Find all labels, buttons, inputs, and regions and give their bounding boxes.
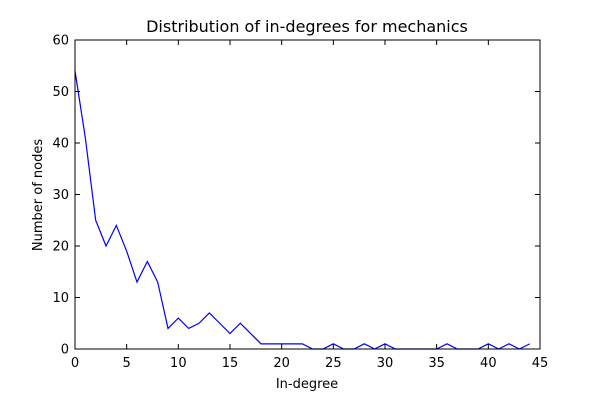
x-tick-label: 30 [377,356,394,371]
y-tick-label: 10 [52,291,69,306]
chart-title: Distribution of in-degrees for mechanics [146,17,468,36]
y-tick-label: 0 [61,343,69,358]
x-tick-label: 10 [170,356,187,371]
x-tick-label: 40 [480,356,497,371]
y-tick-label: 50 [52,85,69,100]
y-tick-label: 40 [52,137,69,152]
x-tick-label: 35 [428,356,445,371]
plot-frame [74,39,541,350]
y-axis-label: Number of nodes [31,139,46,251]
series-line-0 [74,70,530,350]
x-tick-label: 20 [273,356,290,371]
plot-area: 0 5 10 15 20 25 30 35 40 45 0 10 20 30 40 50 60 [52,34,548,372]
x-tick-label: 0 [71,356,79,371]
x-tick-label: 15 [222,356,239,371]
x-tick-label: 5 [123,356,131,371]
x-tick-label: 45 [532,356,549,371]
x-axis-label: In-degree [276,377,338,392]
y-tick-label: 60 [52,34,69,49]
x-tick-label: 25 [325,356,342,371]
y-tick-label: 20 [52,240,69,255]
y-tick-label: 30 [52,188,69,203]
